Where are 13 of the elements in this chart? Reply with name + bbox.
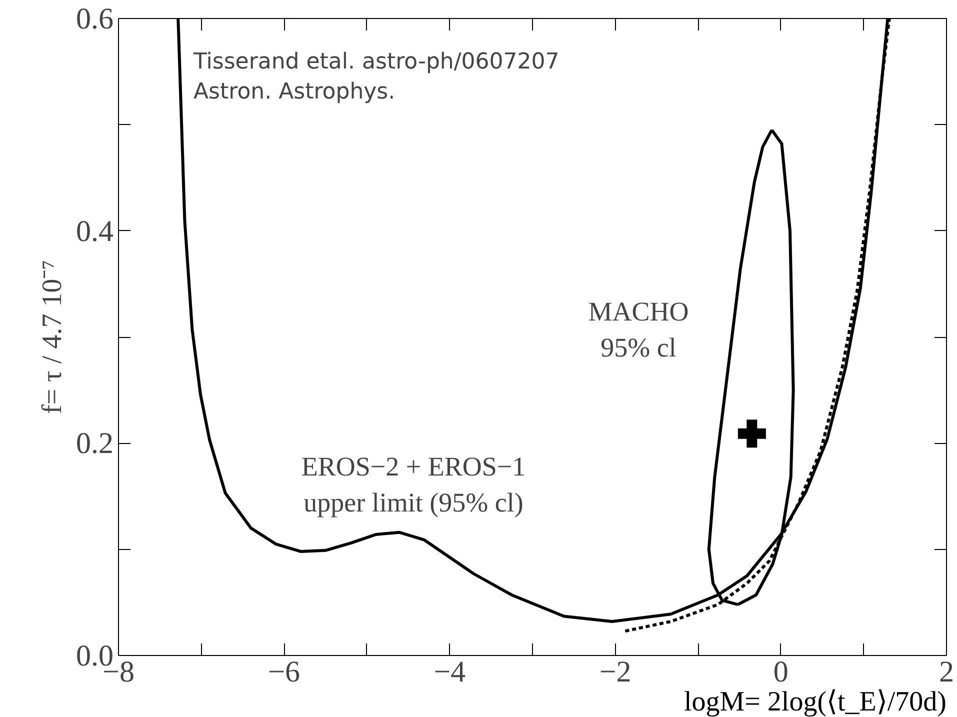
annotation: EROS−2 + EROS−1 upper limit (95% cl): [301, 452, 526, 518]
y-axis-title: f= τ / 4.7 10⁻⁷: [37, 260, 68, 414]
annotation: Tisserand etal. astro-ph/0607207 Astron. Astrophys.: [192, 50, 560, 104]
x-tick-label: −2: [599, 656, 632, 688]
x-tick-label: −6: [268, 656, 300, 688]
x-tick-label: 2: [939, 656, 954, 688]
x-tick-label: −4: [434, 656, 466, 688]
y-tick-label: 0.2: [76, 427, 114, 460]
annotation: MACHO 95% cl: [588, 296, 689, 362]
y-tick-label: 0.4: [76, 214, 114, 248]
y-tick-label: 0.6: [76, 2, 114, 36]
x-tick-label: 0: [773, 656, 788, 688]
x-axis-title: logM= 2log(⟨t_E⟩/70d): [684, 686, 947, 717]
